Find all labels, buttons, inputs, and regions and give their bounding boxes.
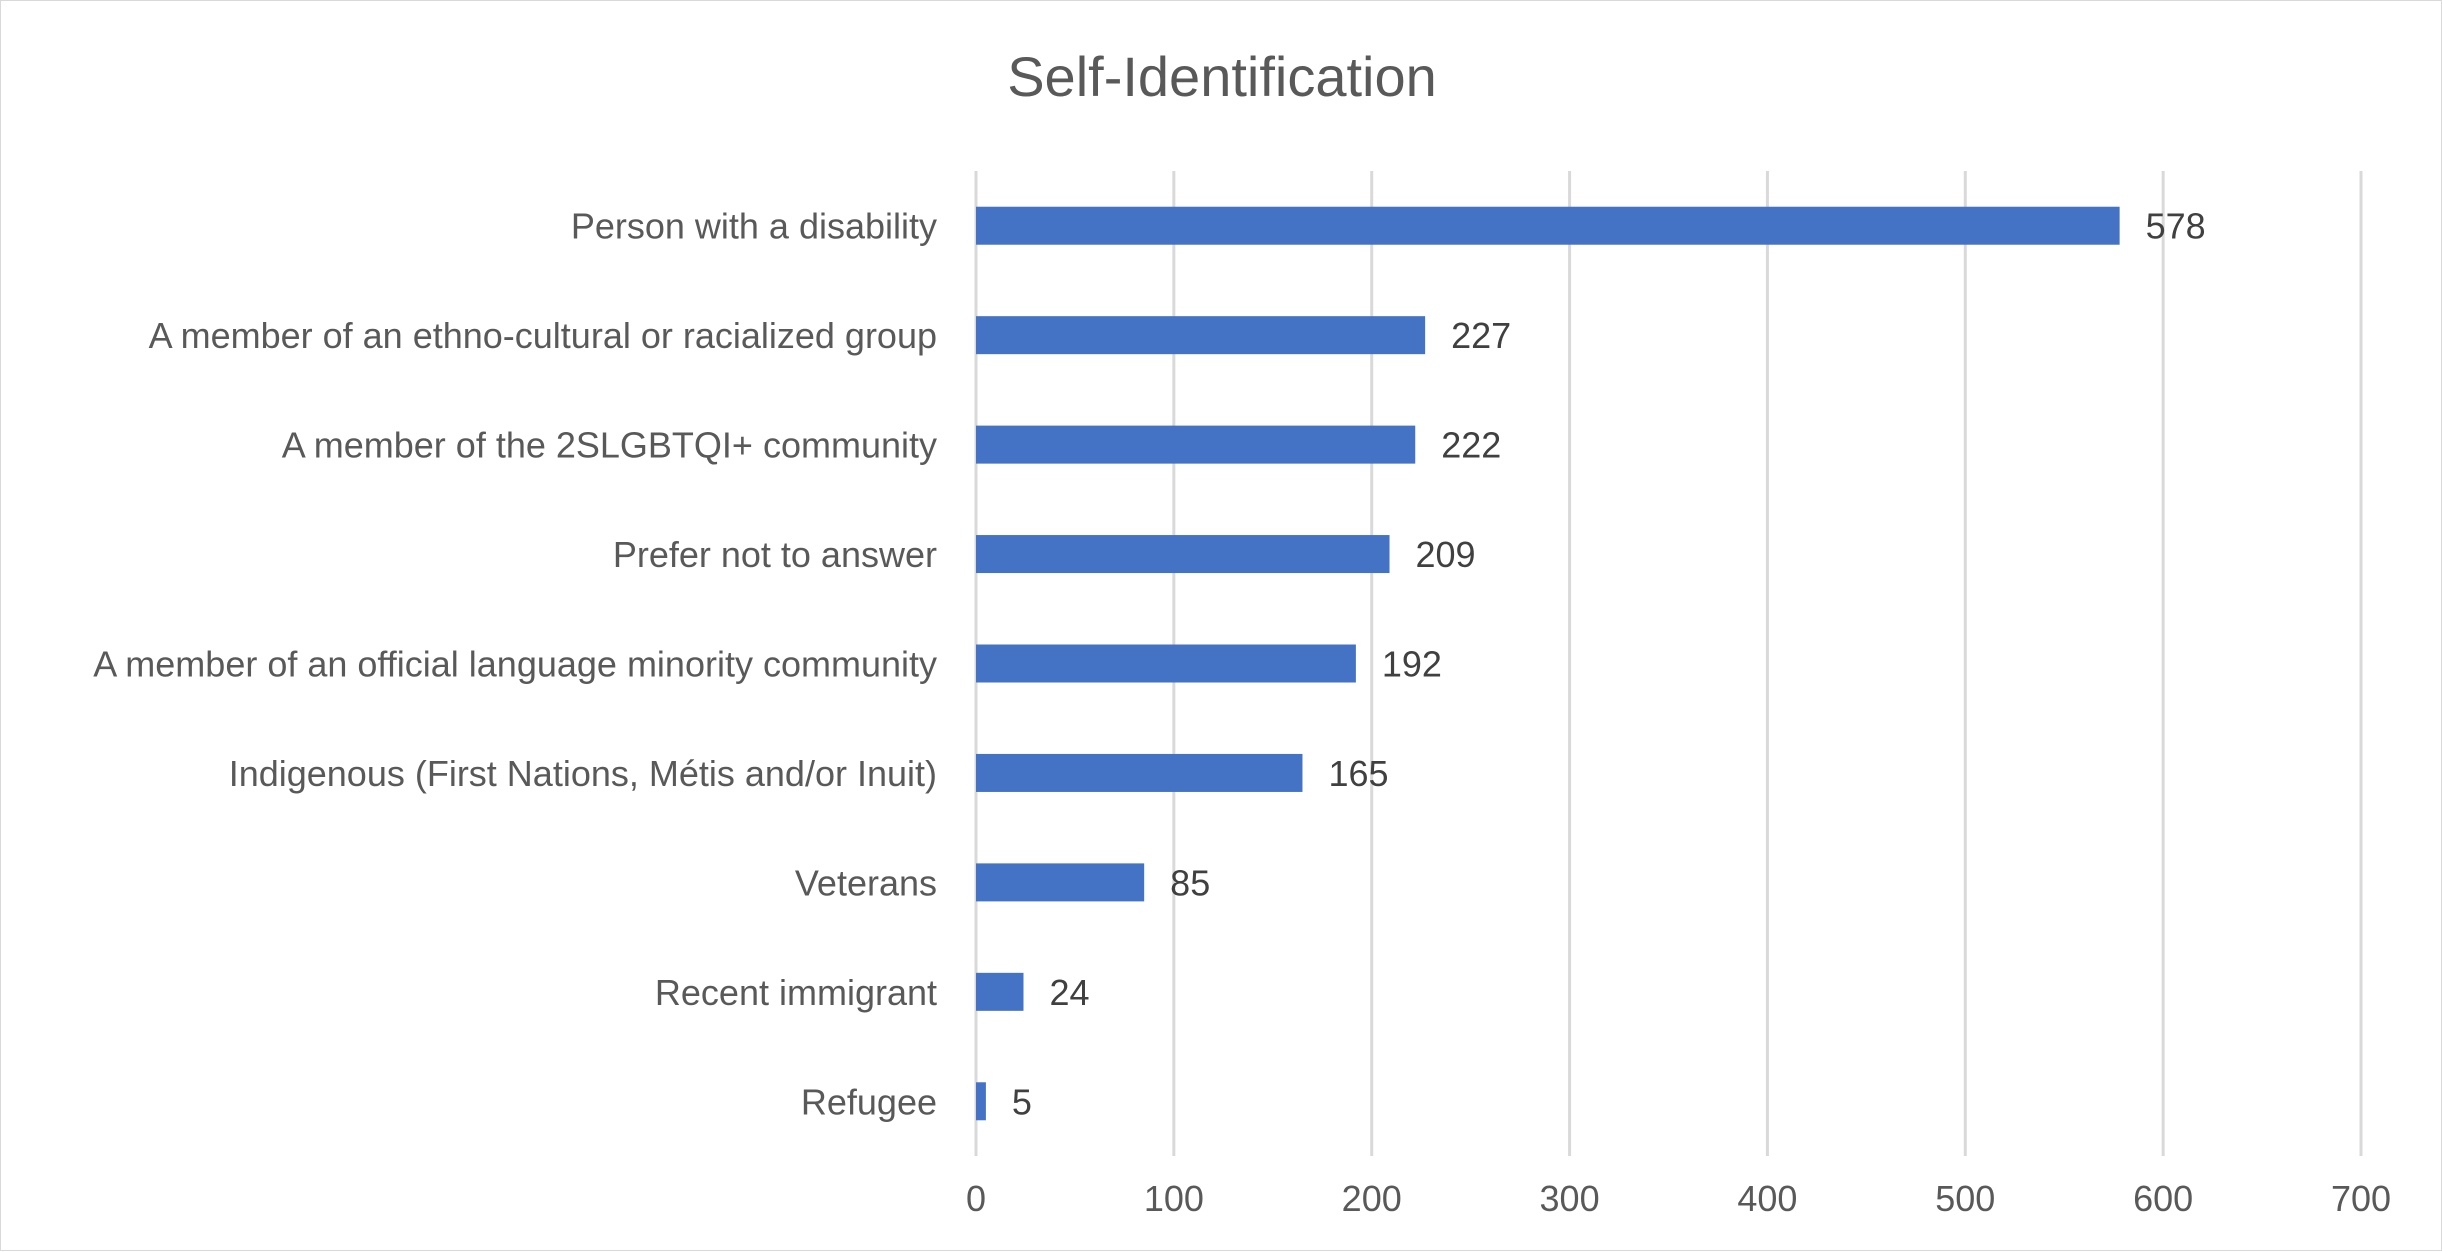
category-labels: Person with a disability A member of an e… bbox=[93, 206, 937, 1123]
category-label: A member of an ethno-cultural or raciali… bbox=[149, 315, 937, 356]
x-tick-label: 400 bbox=[1737, 1178, 1797, 1219]
x-tick-label: 200 bbox=[1342, 1178, 1402, 1219]
bar bbox=[976, 1082, 986, 1121]
x-axis-tick-labels: 0 100 200 300 400 500 600 700 bbox=[966, 1178, 2391, 1219]
category-label: Person with a disability bbox=[571, 206, 937, 247]
bar bbox=[976, 425, 1416, 464]
category-label: A member of the 2SLGBTQI+ community bbox=[282, 425, 937, 466]
category-label: Recent immigrant bbox=[655, 972, 937, 1013]
chart-title: Self-Identification bbox=[1007, 45, 1437, 108]
x-tick-label: 600 bbox=[2133, 1178, 2193, 1219]
bars bbox=[976, 206, 2120, 1121]
bar bbox=[976, 863, 1145, 902]
x-tick-label: 100 bbox=[1144, 1178, 1204, 1219]
bar bbox=[976, 535, 1390, 574]
x-tick-label: 0 bbox=[966, 1178, 986, 1219]
x-tick-label: 500 bbox=[1935, 1178, 1995, 1219]
data-labels: 578 227 222 209 192 165 85 24 5 bbox=[1012, 206, 2206, 1123]
bar bbox=[976, 206, 2120, 245]
data-label: 222 bbox=[1441, 425, 1501, 466]
bar bbox=[976, 644, 1356, 683]
bar bbox=[976, 753, 1303, 792]
category-label: Veterans bbox=[795, 862, 937, 903]
category-label: Prefer not to answer bbox=[613, 534, 937, 575]
bar bbox=[976, 972, 1024, 1011]
data-label: 227 bbox=[1451, 315, 1511, 356]
x-tick-label: 300 bbox=[1540, 1178, 1600, 1219]
category-label: A member of an official language minorit… bbox=[93, 644, 937, 685]
x-tick-label: 700 bbox=[2331, 1178, 2391, 1219]
data-label: 5 bbox=[1012, 1081, 1032, 1122]
data-label: 165 bbox=[1328, 753, 1388, 794]
category-label: Refugee bbox=[801, 1081, 937, 1122]
data-label: 209 bbox=[1416, 534, 1476, 575]
data-label: 85 bbox=[1170, 862, 1210, 903]
bar bbox=[976, 316, 1426, 355]
data-label: 24 bbox=[1049, 972, 1089, 1013]
category-label: Indigenous (First Nations, Métis and/or … bbox=[229, 753, 937, 794]
data-label: 578 bbox=[2146, 206, 2206, 247]
data-label: 192 bbox=[1382, 644, 1442, 685]
